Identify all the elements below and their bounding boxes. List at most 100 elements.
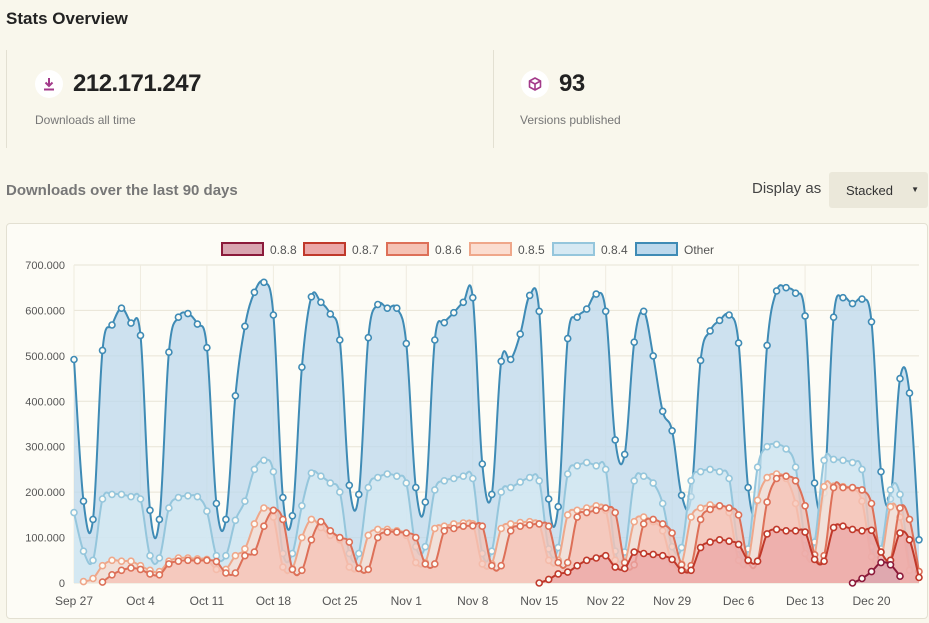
data-point (687, 566, 695, 575)
stats-overview: 212.171.247 Downloads all time 93 Versio… (6, 50, 906, 148)
data-point (744, 483, 752, 492)
data-point (639, 307, 648, 316)
data-point (753, 496, 762, 505)
data-point (459, 522, 468, 531)
data-point (146, 551, 154, 560)
data-point (108, 556, 116, 565)
versions-label: Versions published (520, 113, 621, 127)
data-point (127, 557, 135, 566)
data-point (858, 295, 866, 303)
data-point (326, 526, 335, 535)
data-point (649, 352, 658, 360)
data-point (687, 476, 695, 485)
data-point (373, 533, 382, 542)
legend-item[interactable]: 0.8.4 (552, 242, 628, 257)
data-point (839, 293, 847, 302)
data-point (744, 556, 752, 565)
data-point (877, 558, 885, 567)
data-point (174, 493, 183, 502)
data-point (468, 474, 477, 483)
data-point (668, 555, 676, 564)
data-point (478, 460, 487, 468)
data-point (725, 474, 733, 483)
data-point (820, 557, 828, 566)
legend-label: Other (684, 243, 714, 257)
data-point (687, 513, 695, 521)
data-point (250, 465, 259, 474)
data-point (459, 298, 468, 307)
data-point (231, 569, 240, 577)
display-as-select[interactable]: Stacked ▼ (829, 172, 928, 208)
data-point (848, 299, 857, 308)
data-point (544, 522, 553, 531)
data-point (696, 467, 705, 476)
data-point (658, 499, 667, 508)
data-point (497, 524, 506, 533)
data-point (203, 507, 211, 516)
data-point (573, 506, 582, 515)
data-point (506, 355, 515, 364)
data-point (554, 502, 563, 511)
data-point (658, 551, 667, 560)
data-point (810, 555, 819, 564)
data-point (535, 520, 544, 528)
data-point (573, 462, 582, 470)
data-point (440, 526, 449, 535)
data-point (146, 506, 154, 515)
data-point (383, 528, 392, 536)
data-point (886, 560, 895, 569)
data-point (611, 436, 620, 444)
legend-item[interactable]: 0.8.5 (469, 242, 545, 257)
data-point (402, 529, 411, 537)
y-tick-label: 700.000 (25, 260, 65, 272)
data-point (858, 465, 866, 474)
data-point (127, 319, 135, 327)
data-point (203, 556, 211, 565)
data-point (734, 511, 743, 519)
data-point (364, 565, 373, 574)
data-point (298, 363, 306, 371)
data-point (468, 521, 477, 530)
data-point (184, 491, 192, 500)
data-point (696, 504, 705, 512)
data-point (354, 549, 363, 558)
data-point (506, 526, 515, 535)
x-tick-label: Nov 29 (653, 594, 691, 608)
data-point (117, 557, 126, 566)
legend-item[interactable]: 0.8.8 (221, 242, 297, 257)
data-point (611, 508, 620, 517)
data-point (753, 557, 762, 566)
legend-item[interactable]: 0.8.6 (386, 242, 462, 257)
data-point (241, 497, 249, 506)
data-point (117, 566, 126, 575)
data-point (383, 470, 392, 478)
data-point (108, 570, 116, 579)
versions-stat: 93 Versions published (493, 50, 893, 148)
data-point (715, 501, 724, 510)
data-point (260, 456, 268, 465)
data-point (639, 472, 648, 480)
data-point (193, 556, 202, 565)
x-tick-label: Oct 25 (322, 594, 358, 608)
data-point (298, 533, 306, 542)
data-point (203, 343, 211, 352)
versions-value: 93 (559, 70, 585, 97)
data-point (592, 554, 601, 562)
data-point (706, 505, 714, 514)
legend-label: 0.8.8 (270, 243, 297, 257)
data-point (487, 490, 496, 499)
data-point (715, 467, 724, 476)
chart-svg: 0 100.000 200.000 300.000 400.000 500.000 600.… (25, 242, 923, 608)
data-point (763, 473, 771, 482)
data-point (725, 504, 733, 512)
legend-item[interactable]: 0.8.7 (303, 242, 379, 257)
legend-item[interactable]: Other (635, 242, 714, 257)
data-point (905, 535, 914, 544)
data-point (108, 321, 116, 329)
data-point (601, 551, 610, 560)
legend-label: 0.8.4 (601, 243, 628, 257)
data-point (222, 551, 230, 560)
data-point (184, 309, 192, 318)
data-point (810, 479, 819, 487)
data-point (98, 578, 107, 586)
